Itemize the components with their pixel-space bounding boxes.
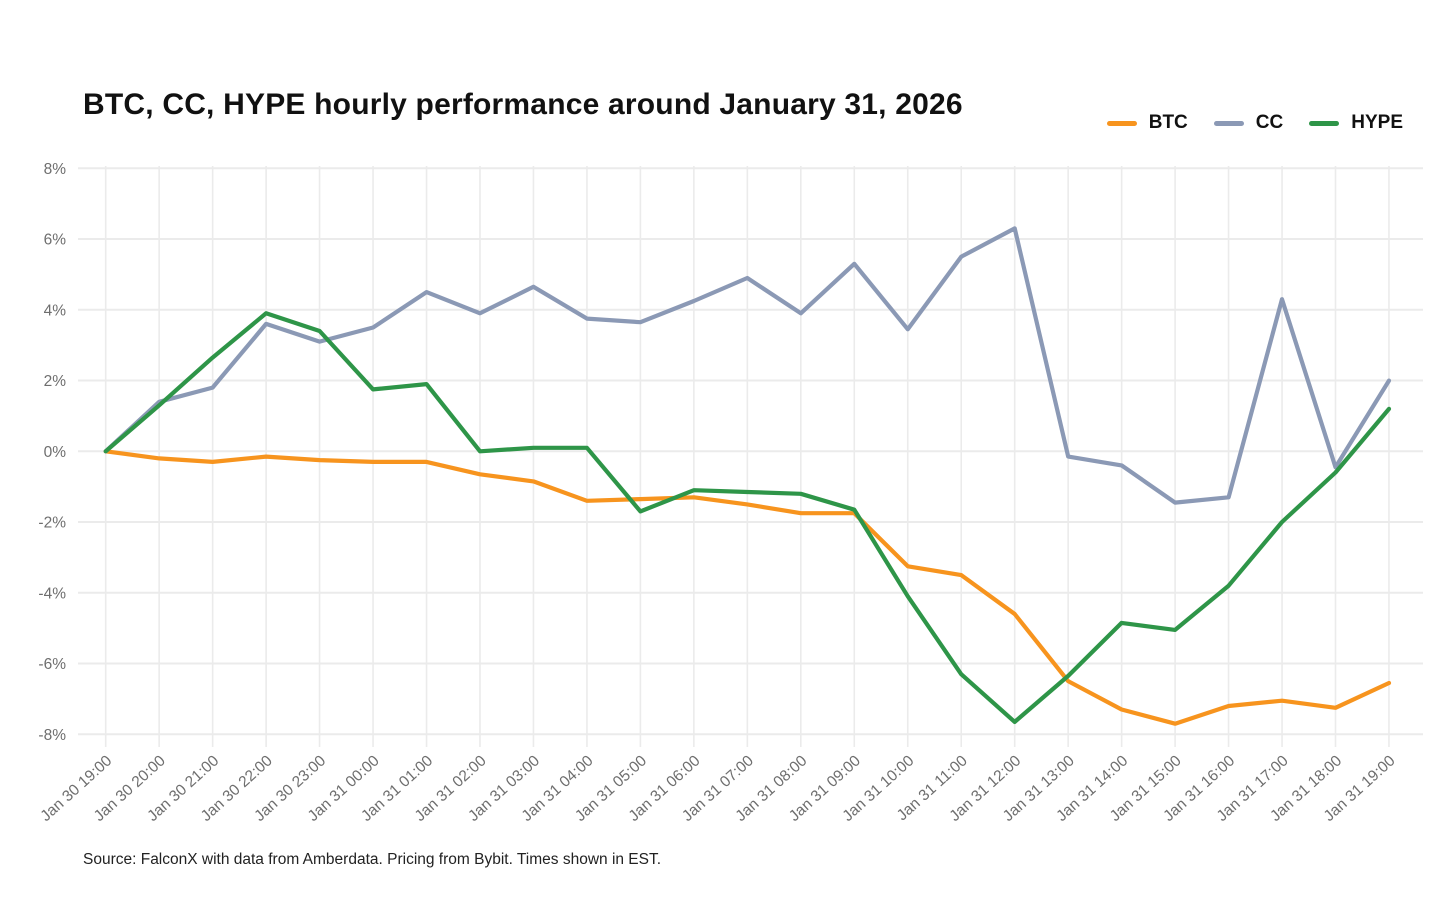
chart-legend: BTC CC HYPE bbox=[1106, 112, 1403, 134]
y-tick-label: -2% bbox=[38, 515, 66, 532]
y-tick-label: -6% bbox=[38, 656, 66, 673]
series-line-btc bbox=[103, 449, 1392, 726]
series-line-cc bbox=[103, 226, 1392, 505]
legend-label-hype: HYPE bbox=[1351, 112, 1403, 133]
btc-line-swatch-icon bbox=[1106, 120, 1137, 126]
y-tick-label: 2% bbox=[44, 373, 67, 390]
chart-title: BTC, CC, HYPE hourly performance around … bbox=[83, 88, 963, 121]
y-tick-label: 6% bbox=[44, 232, 67, 249]
legend-item-btc: BTC bbox=[1106, 112, 1188, 134]
y-tick-label: 0% bbox=[44, 444, 67, 461]
cc-line-swatch-icon bbox=[1213, 120, 1244, 126]
y-tick-label: -4% bbox=[38, 585, 66, 602]
legend-label-cc: CC bbox=[1255, 112, 1284, 133]
y-tick-label: -8% bbox=[38, 727, 66, 744]
y-tick-label: 8% bbox=[44, 161, 67, 178]
source-note: Source: FalconX with data from Amberdata… bbox=[83, 851, 662, 868]
hype-line-swatch-icon bbox=[1309, 120, 1340, 126]
legend-label-btc: BTC bbox=[1148, 112, 1188, 133]
legend-item-hype: HYPE bbox=[1309, 112, 1403, 134]
legend-item-cc: CC bbox=[1213, 112, 1284, 134]
series-line-hype bbox=[103, 311, 1392, 725]
y-tick-label: 4% bbox=[44, 302, 67, 319]
